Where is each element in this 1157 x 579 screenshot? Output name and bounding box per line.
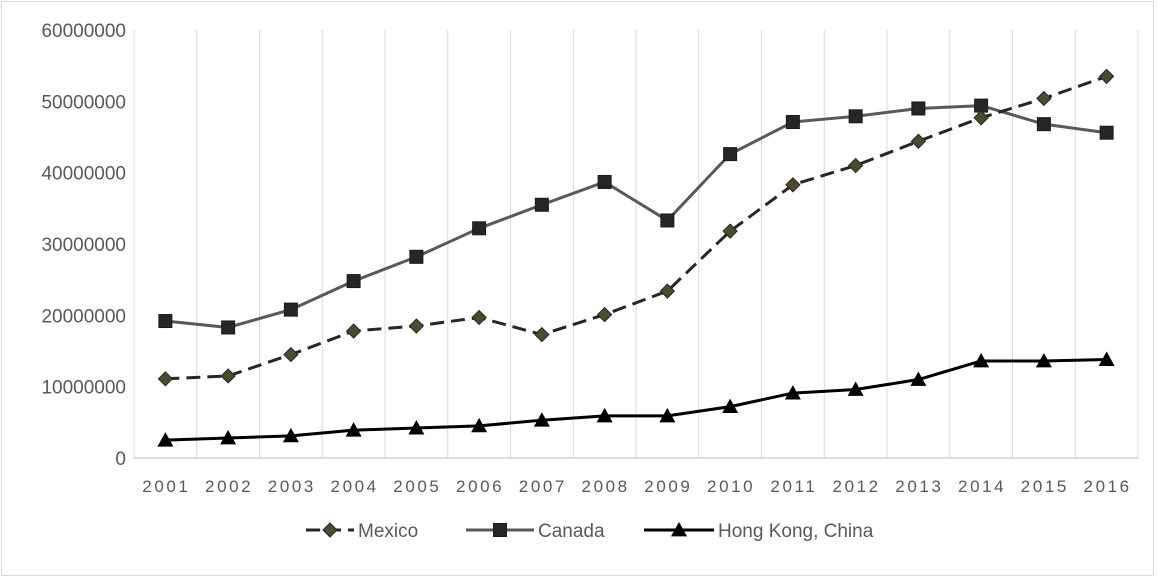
- data-point-marker: [848, 109, 863, 124]
- gridlines: [133, 30, 1139, 459]
- data-point-marker: [597, 174, 612, 189]
- series-layer: [157, 68, 1115, 447]
- data-point-marker: [345, 422, 362, 437]
- series-mexico: [157, 68, 1115, 387]
- data-point-marker: [472, 221, 487, 236]
- data-point-marker: [408, 318, 425, 334]
- data-point-marker: [220, 430, 237, 445]
- data-point-marker: [1035, 352, 1052, 368]
- x-tick-label: 2005: [393, 477, 441, 496]
- legend-marker: [671, 522, 687, 537]
- data-point-marker: [659, 283, 676, 299]
- data-point-marker: [408, 420, 425, 435]
- data-point-marker: [533, 412, 550, 427]
- data-point-marker: [157, 432, 174, 447]
- data-point-marker: [910, 371, 927, 386]
- legend-label: Mexico: [358, 521, 418, 542]
- x-axis: 2001 2002 2003 2004 2005 2006 2007 2008 2009 2010…: [142, 477, 1132, 496]
- data-point-marker: [973, 352, 990, 368]
- data-point-marker: [158, 314, 173, 329]
- data-point-marker: [220, 368, 236, 384]
- data-point-marker: [660, 213, 675, 228]
- x-tick-label: 2015: [1021, 477, 1069, 496]
- series-canada: [158, 98, 1114, 335]
- legend-item: Canada: [466, 521, 605, 542]
- data-point-marker: [723, 147, 738, 162]
- x-tick-label: 2009: [644, 477, 692, 496]
- legend-item: Mexico: [306, 521, 418, 542]
- x-tick-label: 2016: [1084, 477, 1132, 496]
- data-point-marker: [910, 133, 927, 149]
- x-tick-label: 2003: [268, 477, 316, 496]
- legend-label: Hong Kong, China: [718, 521, 874, 542]
- data-point-marker: [785, 115, 800, 130]
- legend-marker: [322, 522, 338, 538]
- data-point-marker: [283, 346, 299, 363]
- y-tick-label: 10000000: [41, 378, 126, 399]
- legend-label: Canada: [538, 521, 605, 542]
- data-point-marker: [534, 197, 549, 212]
- x-tick-label: 2001: [142, 477, 190, 496]
- x-tick-label: 2011: [770, 477, 817, 496]
- data-point-marker: [596, 407, 613, 423]
- legend-item: Hong Kong, China: [644, 521, 874, 542]
- data-point-marker: [973, 110, 989, 126]
- data-point-marker: [1036, 117, 1051, 132]
- data-point-marker: [534, 326, 550, 343]
- data-point-marker: [221, 320, 236, 335]
- series-line: [165, 74, 1108, 381]
- data-point-marker: [722, 223, 738, 239]
- x-tick-label: 2010: [707, 477, 755, 496]
- x-tick-label: 2012: [833, 477, 881, 496]
- legend: Mexico Canada Hong Kong, China: [306, 521, 874, 542]
- x-tick-label: 2013: [895, 477, 943, 496]
- legend-marker: [493, 523, 507, 537]
- data-point-marker: [847, 381, 864, 396]
- data-point-marker: [157, 371, 174, 387]
- y-tick-label: 50000000: [41, 92, 126, 113]
- y-tick-label: 60000000: [41, 21, 126, 42]
- x-tick-label: 2014: [958, 477, 1006, 496]
- y-tick-label: 20000000: [41, 306, 126, 327]
- data-point-marker: [283, 302, 298, 317]
- x-tick-label: 2007: [519, 477, 567, 496]
- series-line: [165, 358, 1107, 442]
- data-point-marker: [659, 407, 676, 423]
- data-point-marker: [596, 306, 613, 323]
- data-point-marker: [722, 398, 739, 414]
- series-hong-kong-china: [157, 351, 1115, 447]
- x-tick-label: 2008: [582, 477, 630, 496]
- x-tick-label: 2004: [331, 477, 379, 496]
- x-tick-label: 2006: [456, 477, 504, 496]
- data-point-marker: [911, 101, 926, 116]
- y-tick-label: 40000000: [41, 164, 126, 185]
- y-tick-label: 0: [115, 449, 126, 470]
- data-point-marker: [471, 417, 488, 433]
- data-point-marker: [282, 427, 299, 443]
- x-tick-label: 2002: [205, 477, 253, 496]
- y-tick-label: 30000000: [41, 235, 126, 256]
- data-point-marker: [785, 177, 801, 193]
- data-point-marker: [847, 157, 864, 174]
- series-line: [165, 104, 1107, 329]
- data-point-marker: [784, 385, 801, 400]
- data-point-marker: [1099, 125, 1114, 140]
- data-point-marker: [346, 274, 361, 289]
- data-point-marker: [409, 249, 424, 264]
- data-point-marker: [471, 309, 487, 326]
- data-point-marker: [1098, 351, 1115, 366]
- y-axis: 0 10000000 20000000 30000000 40000000 5000000…: [41, 21, 126, 470]
- data-point-marker: [1036, 90, 1052, 107]
- data-point-marker: [1098, 68, 1115, 85]
- data-point-marker: [345, 323, 362, 339]
